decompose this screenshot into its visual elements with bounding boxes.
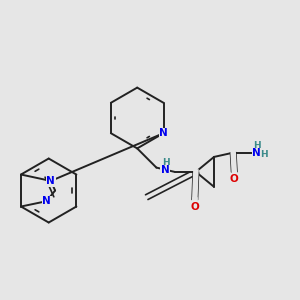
- Text: N: N: [161, 165, 170, 175]
- Text: H: H: [260, 150, 267, 159]
- Text: N: N: [252, 148, 261, 158]
- Text: N: N: [159, 128, 168, 138]
- Text: N: N: [46, 176, 55, 186]
- Text: O: O: [190, 202, 199, 212]
- Text: H: H: [253, 141, 260, 150]
- Text: O: O: [230, 174, 239, 184]
- Text: N: N: [42, 196, 51, 206]
- Text: H: H: [162, 158, 169, 167]
